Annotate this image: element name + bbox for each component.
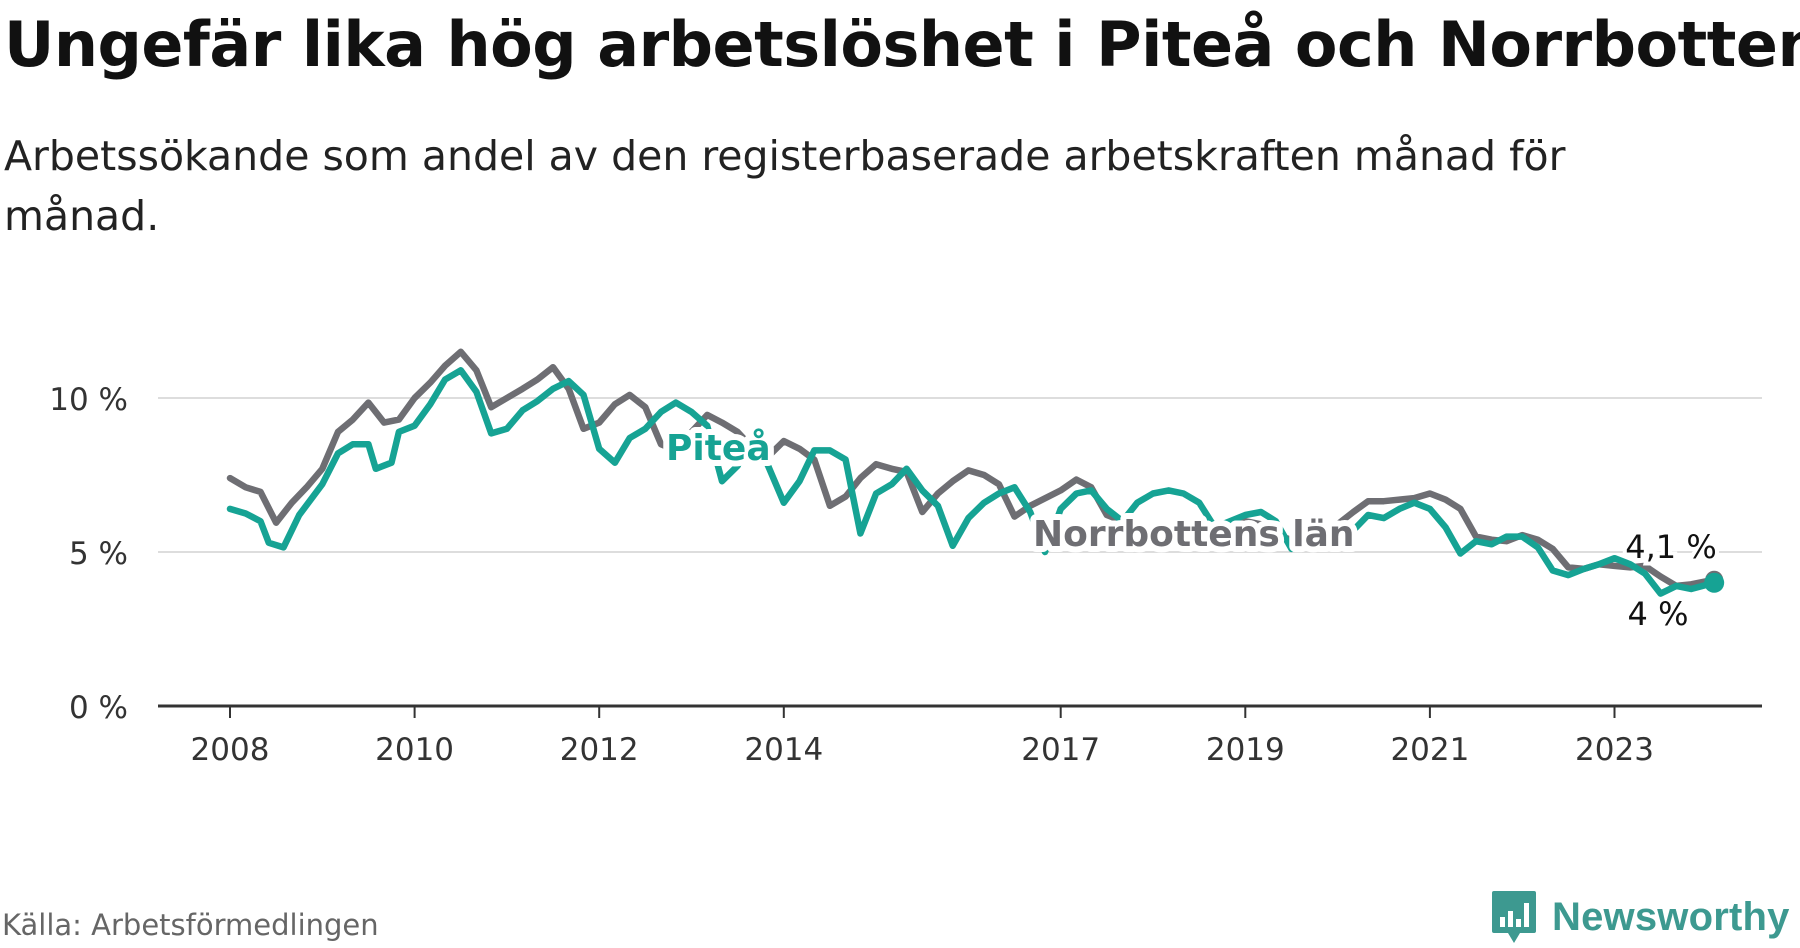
series-label-pitea: Piteå <box>666 428 771 469</box>
x-axis: 2008 2010 2012 2014 2017 2019 2021 2023 <box>158 704 1762 768</box>
end-label-norrbotten: 4,1 % <box>1625 528 1716 566</box>
series-line-norrbotten <box>226 348 1718 590</box>
y-axis: 0 % 5 % 10 % <box>49 382 128 726</box>
x-tick-label: 2021 <box>1390 732 1469 768</box>
chart-title: Ungefär lika hög arbetslöshet i Piteå oc… <box>4 8 1800 81</box>
y-tick-label: 0 % <box>69 690 128 726</box>
chart-subtitle: Arbetssökande som andel av den registerb… <box>4 132 1566 240</box>
end-dot-pitea <box>1704 572 1725 593</box>
y-tick-label: 5 % <box>69 536 128 572</box>
x-tick-label: 2014 <box>744 732 823 768</box>
x-tick-label: 2019 <box>1206 732 1285 768</box>
brand-name: Newsworthy <box>1552 894 1790 939</box>
series-label-norrbotten: Norrbottens län <box>1033 514 1355 555</box>
series-lines <box>226 348 1725 597</box>
series-line-pitea <box>226 367 1718 597</box>
series-labels: Piteå Norrbottens län 4,1 % 4 % <box>660 422 1721 637</box>
x-tick-label: 2010 <box>375 732 454 768</box>
newsworthy-logo[interactable]: Newsworthy <box>1490 888 1790 946</box>
bar-chart-bubble-icon <box>1492 891 1536 943</box>
line-chart: 0 %5 %10 % 2008 2010 2012 2014 2017 2019 2021 2… <box>49 348 1762 768</box>
source-note: Källa: Arbetsförmedlingen <box>2 908 379 942</box>
end-label-pitea: 4 % <box>1628 595 1689 633</box>
gridlines <box>158 397 1762 553</box>
y-tick-label: 10 % <box>49 382 128 418</box>
x-tick-label: 2017 <box>1021 732 1100 768</box>
x-tick-label: 2008 <box>191 732 270 768</box>
x-tick-label: 2012 <box>560 732 639 768</box>
x-tick-label: 2023 <box>1575 732 1654 768</box>
